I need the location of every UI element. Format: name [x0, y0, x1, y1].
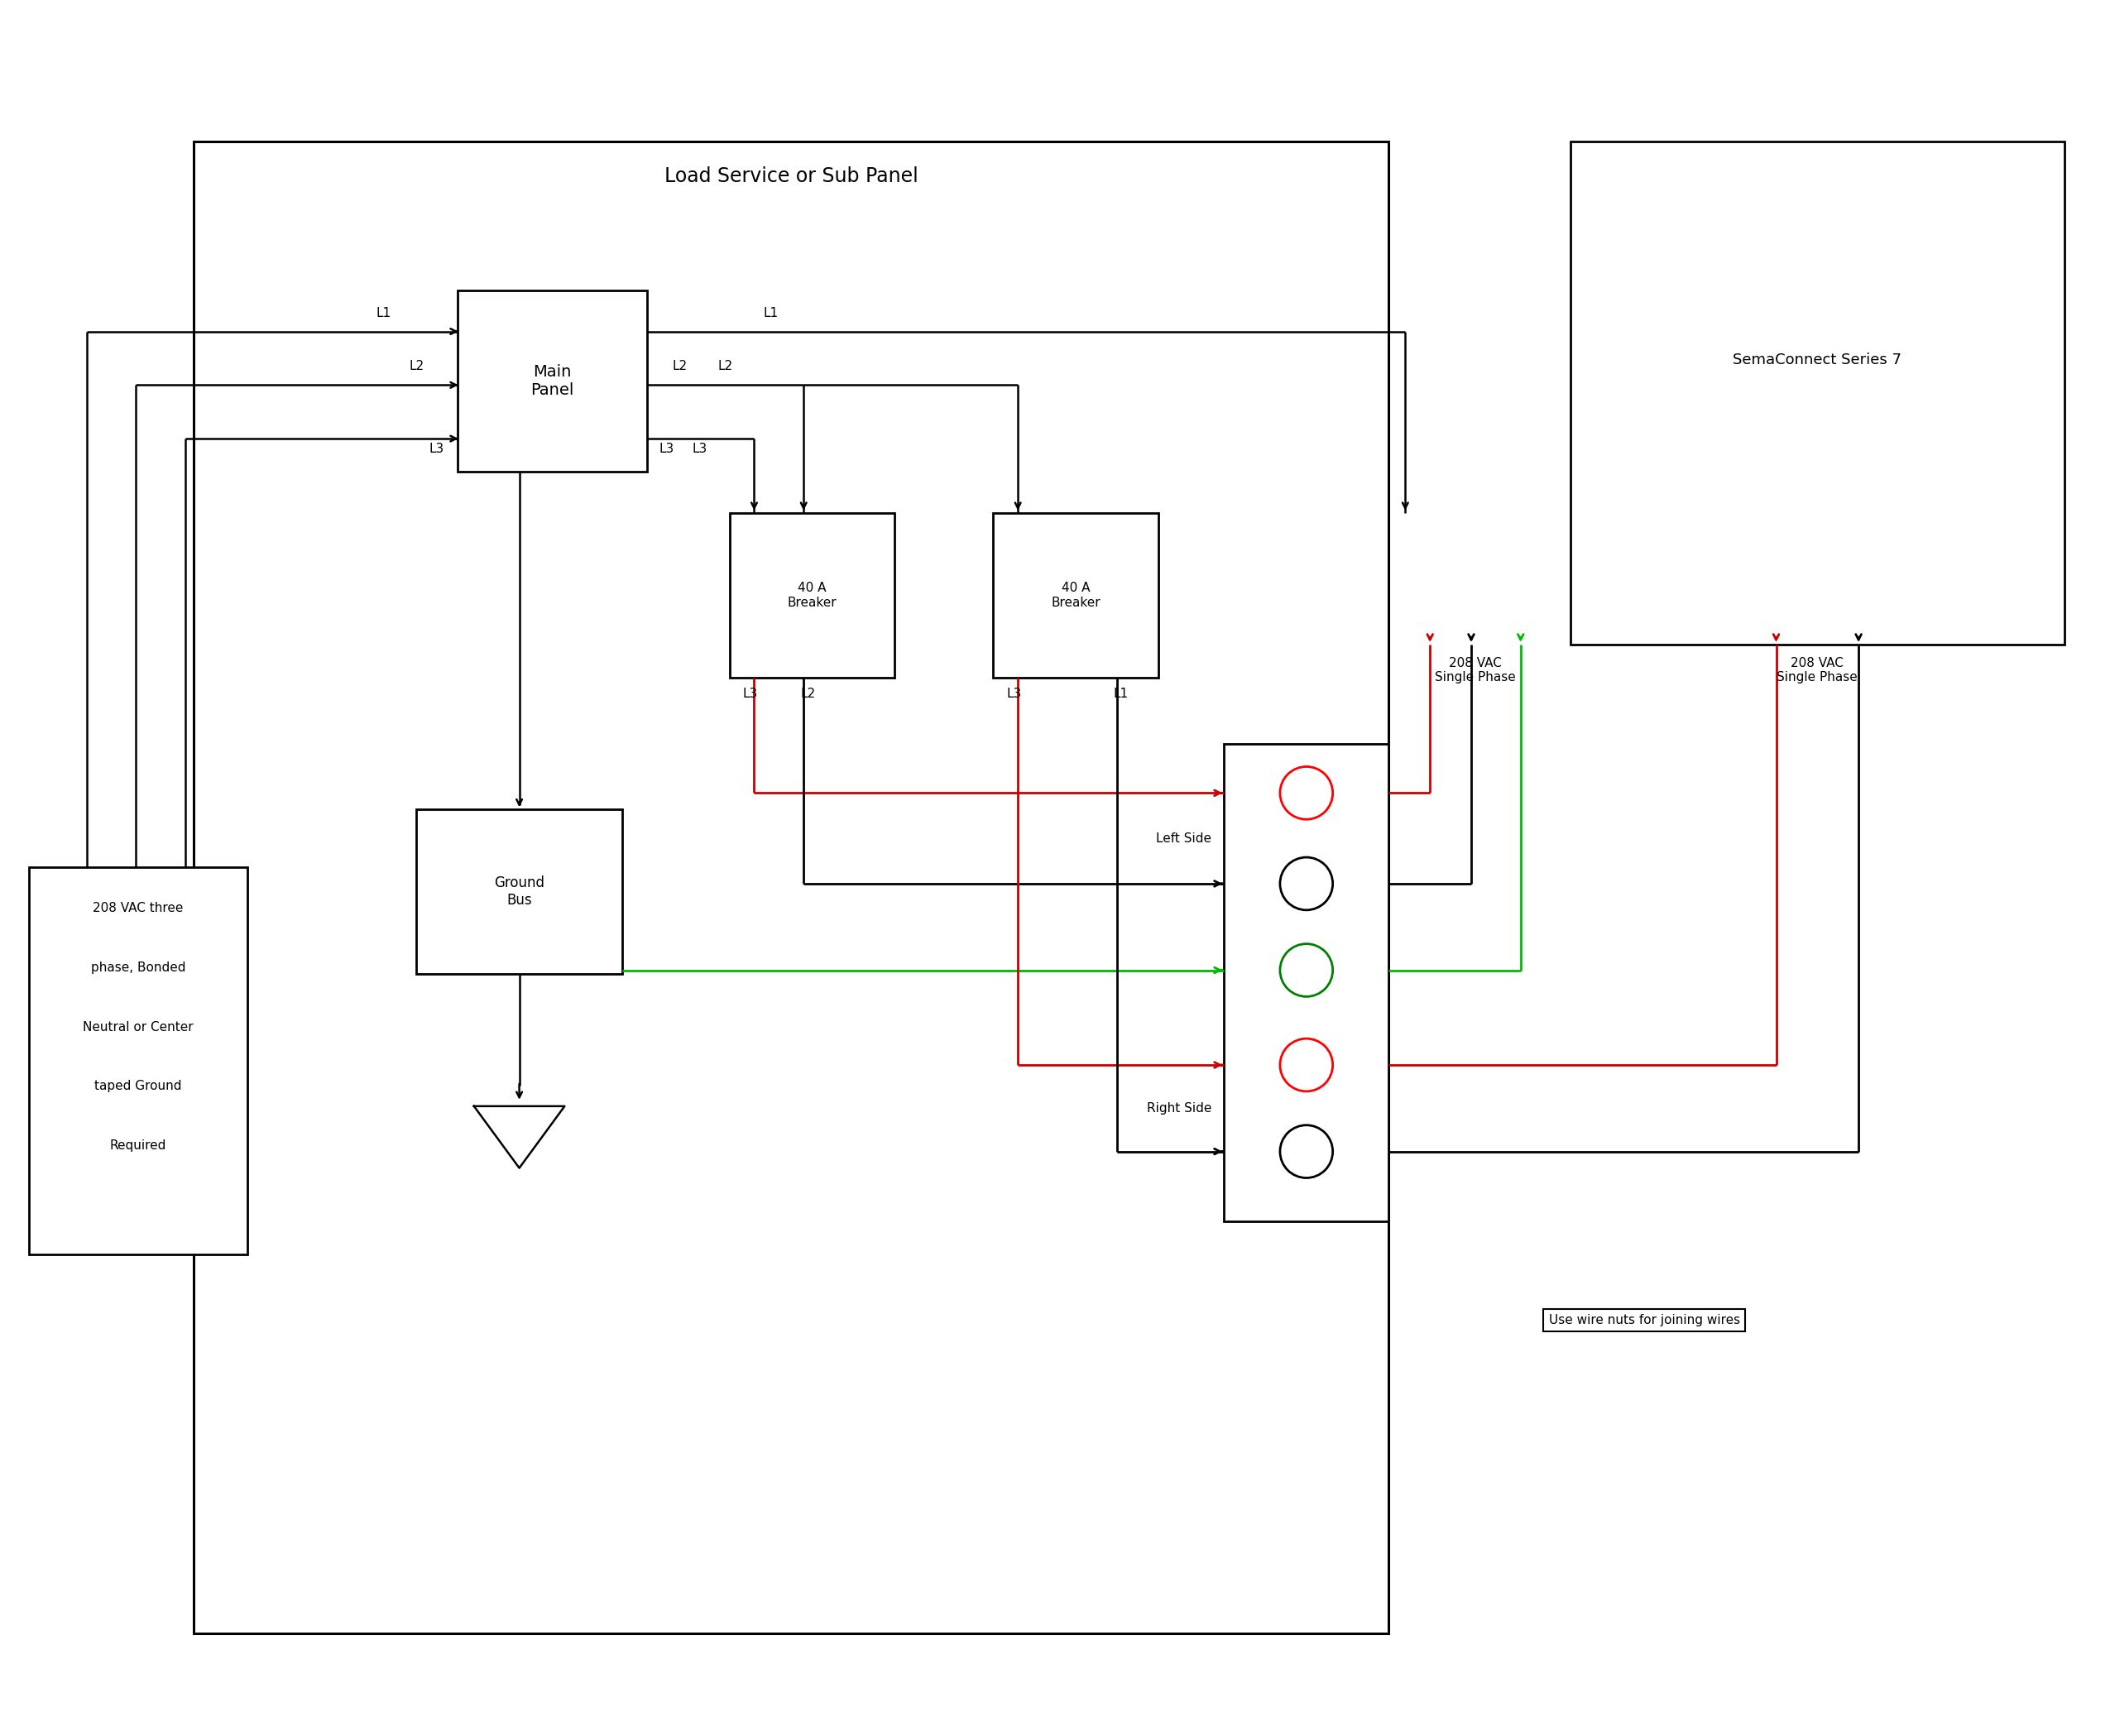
Text: L3: L3: [1006, 687, 1021, 700]
Circle shape: [1281, 1038, 1334, 1092]
Text: L2: L2: [409, 361, 424, 373]
Bar: [1570, 142, 2064, 644]
Text: L2: L2: [673, 361, 688, 373]
Text: L1: L1: [764, 307, 779, 319]
Text: phase, Bonded: phase, Bonded: [91, 962, 186, 974]
Circle shape: [1281, 944, 1334, 996]
Text: L3: L3: [743, 687, 757, 700]
Bar: [194, 142, 1388, 1634]
Circle shape: [1281, 858, 1334, 910]
Text: L3: L3: [692, 443, 707, 455]
Text: L2: L2: [800, 687, 814, 700]
Bar: [416, 809, 622, 974]
Text: L1: L1: [376, 307, 390, 319]
Bar: [994, 512, 1158, 677]
Text: Left Side: Left Side: [1156, 832, 1211, 844]
Text: Neutral or Center: Neutral or Center: [82, 1021, 194, 1033]
Circle shape: [1281, 767, 1334, 819]
Text: Main
Panel: Main Panel: [530, 365, 574, 398]
Text: Ground
Bus: Ground Bus: [494, 877, 544, 908]
Text: 208 VAC three: 208 VAC three: [93, 903, 184, 915]
Bar: [458, 290, 648, 472]
Circle shape: [1281, 1125, 1334, 1179]
Text: Use wire nuts for joining wires: Use wire nuts for joining wires: [1549, 1314, 1741, 1326]
Bar: [1224, 743, 1388, 1222]
Bar: [30, 868, 247, 1255]
Text: 208 VAC
Single Phase: 208 VAC Single Phase: [1435, 656, 1515, 684]
Text: 208 VAC
Single Phase: 208 VAC Single Phase: [1777, 656, 1857, 684]
Bar: [730, 512, 895, 677]
Text: 40 A
Breaker: 40 A Breaker: [1051, 582, 1099, 609]
Text: L3: L3: [428, 443, 443, 455]
Text: L3: L3: [660, 443, 675, 455]
Text: 40 A
Breaker: 40 A Breaker: [787, 582, 836, 609]
Text: L2: L2: [717, 361, 732, 373]
Text: SemaConnect Series 7: SemaConnect Series 7: [1732, 352, 1901, 368]
Text: Right Side: Right Side: [1146, 1102, 1211, 1115]
Text: L1: L1: [1114, 687, 1129, 700]
Text: Load Service or Sub Panel: Load Service or Sub Panel: [665, 167, 918, 186]
Text: Required: Required: [110, 1139, 167, 1153]
Text: taped Ground: taped Ground: [95, 1080, 181, 1092]
